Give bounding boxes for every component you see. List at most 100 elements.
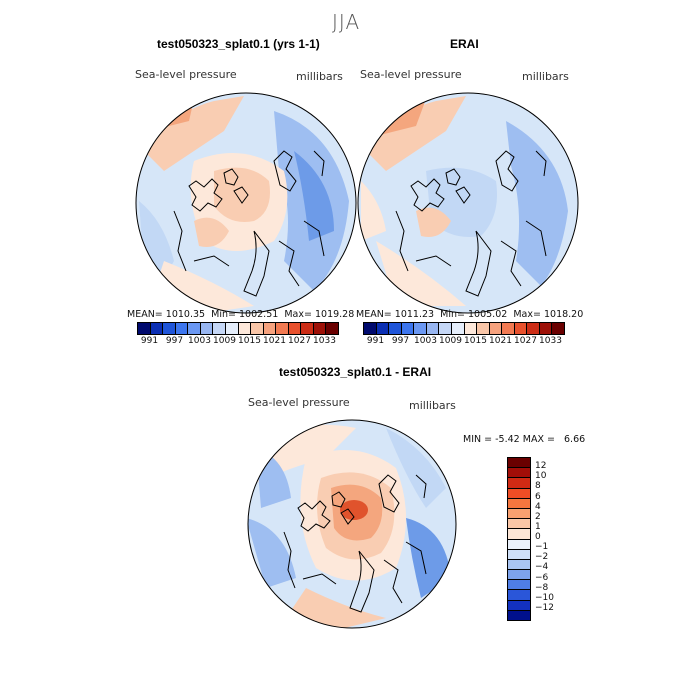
obs-colorbar-ticks: 991 997 1003 1009 1015 1021 1027 1033 bbox=[363, 336, 563, 348]
diff-colorbar-swatch bbox=[508, 529, 530, 540]
diff-colorbar-tick-label: 1 bbox=[535, 521, 541, 532]
obs-colorbar-tick-label: 1033 bbox=[539, 336, 562, 346]
diff-colorbar-tick-label: −10 bbox=[535, 592, 554, 603]
obs-min-value: 1005.02 bbox=[468, 309, 508, 320]
diff-colorbar-tick-label: −2 bbox=[535, 552, 549, 563]
diff-colorbar-swatch bbox=[508, 488, 530, 499]
diff-min-value: -5.42 bbox=[495, 434, 520, 445]
diff-polar-map bbox=[247, 419, 457, 629]
model-colorbar-tick-label: 991 bbox=[140, 336, 159, 346]
diff-stats: MIN = -5.42 MAX = 6.66 bbox=[463, 434, 585, 445]
diff-colorbar-swatch bbox=[508, 519, 530, 530]
diff-variable-label: Sea-level pressure bbox=[248, 396, 350, 409]
obs-mean-value: 1011.23 bbox=[394, 309, 435, 320]
obs-colorbar-swatch bbox=[539, 323, 553, 334]
obs-colorbar-tick-label: 1009 bbox=[439, 336, 462, 346]
obs-colorbar-tick-label: 991 bbox=[366, 336, 385, 346]
model-mean-label: MEAN= bbox=[127, 309, 163, 320]
obs-colorbar-swatch bbox=[464, 323, 478, 334]
model-colorbar-tick-label: 997 bbox=[165, 336, 184, 346]
diff-colorbar-tick-label: −1 bbox=[535, 542, 549, 553]
obs-stats: MEAN= 1011.23 Min= 1005.02 Max= 1018.20 bbox=[356, 309, 583, 320]
diff-colorbar bbox=[507, 457, 531, 621]
model-colorbar-tick-label: 1027 bbox=[288, 336, 311, 346]
obs-mean-label: MEAN= bbox=[356, 309, 392, 320]
model-colorbar-swatch bbox=[175, 323, 189, 334]
obs-panel-title: ERAI bbox=[450, 37, 479, 51]
season-title: JJA bbox=[332, 10, 361, 34]
model-colorbar-ticks: 991 997 1003 1009 1015 1021 1027 1033 bbox=[137, 336, 337, 348]
obs-colorbar-swatch bbox=[364, 323, 377, 334]
model-stats: MEAN= 1010.35 Min= 1002.51 Max= 1019.28 bbox=[127, 309, 354, 320]
diff-colorbar-swatch bbox=[508, 508, 530, 520]
obs-colorbar-swatch bbox=[552, 323, 564, 334]
diff-colorbar-tick-label: 12 bbox=[535, 461, 547, 472]
obs-colorbar bbox=[363, 322, 565, 335]
obs-colorbar-swatch bbox=[376, 323, 390, 334]
diff-colorbar-tick-label: 2 bbox=[535, 511, 541, 522]
obs-units-label: millibars bbox=[522, 70, 569, 83]
model-colorbar-swatch bbox=[225, 323, 239, 334]
obs-colorbar-swatch bbox=[514, 323, 528, 334]
obs-colorbar-swatch bbox=[477, 323, 490, 334]
diff-colorbar-tick-label: −4 bbox=[535, 562, 549, 573]
diff-colorbar-swatch bbox=[508, 610, 530, 620]
model-colorbar-swatch bbox=[213, 323, 226, 334]
obs-variable-label: Sea-level pressure bbox=[360, 68, 462, 81]
model-colorbar-tick-label: 1033 bbox=[313, 336, 336, 346]
diff-max-value: 6.66 bbox=[564, 434, 586, 445]
model-colorbar-swatch bbox=[313, 323, 327, 334]
model-colorbar-tick-label: 1009 bbox=[213, 336, 236, 346]
diff-colorbar-tick-label: 8 bbox=[535, 481, 541, 492]
obs-max-label: Max= bbox=[513, 309, 541, 320]
diff-colorbar-swatch bbox=[508, 590, 530, 601]
model-colorbar-swatch bbox=[200, 323, 214, 334]
obs-colorbar-swatch bbox=[502, 323, 515, 334]
diff-colorbar-tick-label: 0 bbox=[535, 532, 541, 542]
model-max-label: Max= bbox=[284, 309, 312, 320]
diff-min-label: MIN = bbox=[463, 434, 493, 445]
obs-colorbar-swatch bbox=[389, 323, 402, 334]
obs-colorbar-tick-label: 1015 bbox=[464, 336, 487, 346]
obs-colorbar-swatch bbox=[439, 323, 452, 334]
obs-colorbar-swatch bbox=[426, 323, 440, 334]
obs-colorbar-swatch bbox=[527, 323, 540, 334]
model-colorbar-swatch bbox=[288, 323, 302, 334]
obs-colorbar-tick-label: 1021 bbox=[489, 336, 512, 346]
diff-colorbar-tick-label: 6 bbox=[535, 491, 541, 502]
obs-colorbar-swatch bbox=[414, 323, 427, 334]
model-units-label: millibars bbox=[296, 70, 343, 83]
obs-colorbar-tick-label: 1027 bbox=[514, 336, 537, 346]
model-min-value: 1002.51 bbox=[239, 309, 279, 320]
model-colorbar-tick-label: 1015 bbox=[238, 336, 261, 346]
diff-colorbar-swatch bbox=[508, 559, 530, 571]
model-colorbar-swatch bbox=[163, 323, 176, 334]
diff-panel-title: test050323_splat0.1 - ERAI bbox=[279, 365, 432, 379]
model-colorbar-swatch bbox=[276, 323, 289, 334]
obs-polar-map bbox=[357, 92, 579, 314]
diff-max-label: MAX = bbox=[522, 434, 555, 445]
model-colorbar-swatch bbox=[326, 323, 338, 334]
model-colorbar-swatch bbox=[138, 323, 151, 334]
model-colorbar-tick-label: 1003 bbox=[188, 336, 211, 346]
model-variable-label: Sea-level pressure bbox=[135, 68, 237, 81]
model-panel-title: test050323_splat0.1 (yrs 1-1) bbox=[157, 37, 320, 51]
diff-colorbar-swatch bbox=[508, 478, 530, 489]
model-colorbar-swatch bbox=[188, 323, 201, 334]
obs-colorbar-tick-label: 997 bbox=[391, 336, 410, 346]
obs-max-value: 1018.20 bbox=[543, 309, 584, 320]
diff-colorbar-ticks: 12 10 8 6 4 2 1 0 −1 −2 −4 −6 −8 −10 −12 bbox=[535, 457, 575, 619]
model-colorbar-tick-label: 1021 bbox=[263, 336, 286, 346]
diff-colorbar-tick-label: 10 bbox=[535, 471, 547, 482]
diff-colorbar-swatch bbox=[508, 539, 530, 550]
diff-colorbar-tick-label: 4 bbox=[535, 501, 541, 512]
diff-colorbar-tick-label: −6 bbox=[535, 572, 549, 583]
diff-colorbar-swatch bbox=[508, 549, 530, 560]
obs-colorbar-swatch bbox=[451, 323, 465, 334]
obs-min-label: Min= bbox=[440, 309, 465, 320]
model-colorbar-swatch bbox=[251, 323, 264, 334]
model-mean-value: 1010.35 bbox=[165, 309, 206, 320]
model-colorbar-swatch bbox=[263, 323, 277, 334]
diff-units-label: millibars bbox=[409, 399, 456, 412]
model-colorbar bbox=[137, 322, 339, 335]
